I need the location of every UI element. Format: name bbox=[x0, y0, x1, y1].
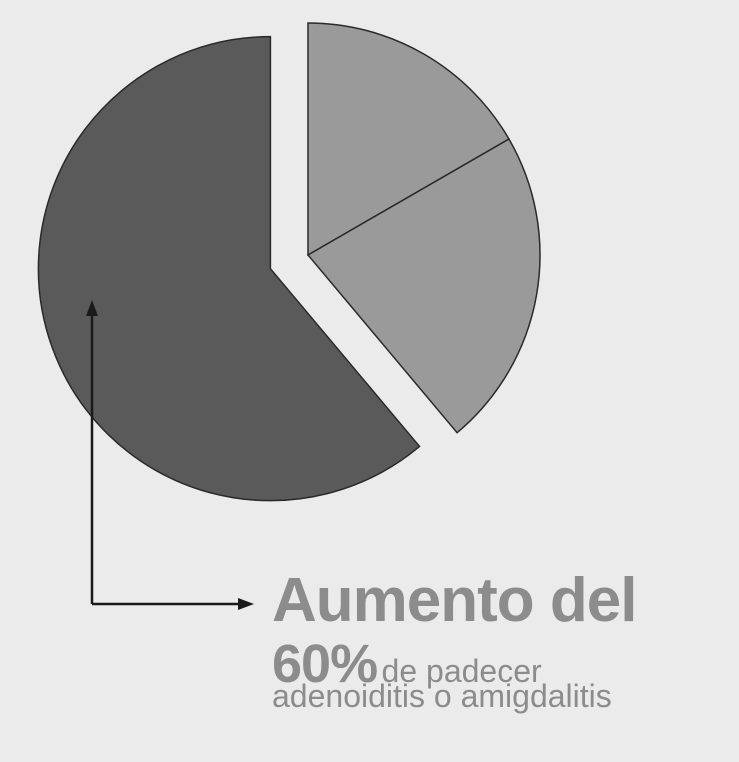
callout-text-rest: de padecer bbox=[381, 653, 542, 689]
callout-text: Aumento del 60% de padecer adenoiditis o… bbox=[272, 566, 637, 714]
callout-line-3: adenoiditis o amigdalitis bbox=[272, 678, 612, 714]
callout-percent: 60% bbox=[272, 634, 378, 694]
pie-slices bbox=[37, 22, 541, 502]
pie-slice-1 bbox=[307, 22, 510, 257]
callout-line-2: 60% de padecer bbox=[272, 636, 542, 706]
pie-slice-3 bbox=[37, 35, 421, 502]
arrow-head-up bbox=[86, 300, 98, 316]
pie-slice-2 bbox=[306, 138, 541, 434]
callout-arrow bbox=[86, 300, 254, 610]
callout-headline: Aumento del bbox=[272, 566, 637, 635]
arrow-head-right bbox=[238, 598, 254, 610]
